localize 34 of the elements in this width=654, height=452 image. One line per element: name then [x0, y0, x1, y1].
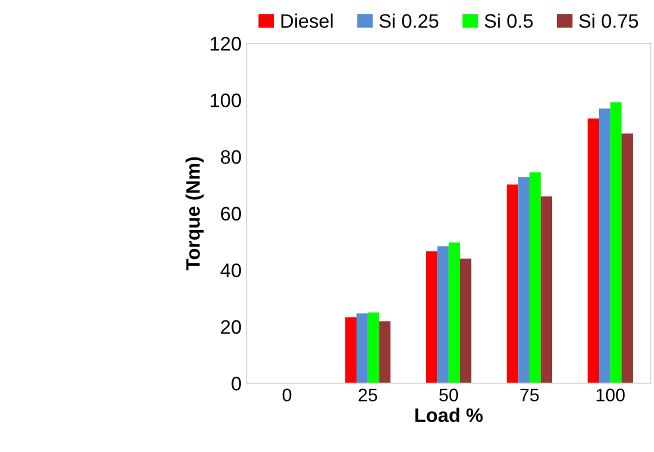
- x-tick-label: 100: [596, 388, 625, 402]
- bar: [356, 313, 368, 384]
- y-tick-label: 20: [221, 320, 241, 334]
- bar: [506, 184, 518, 384]
- y-tick-label: 80: [220, 150, 241, 164]
- bar: [622, 133, 633, 384]
- bar: [588, 118, 599, 384]
- y-axis-title: Torque (Nm): [186, 157, 204, 270]
- x-tick-label: 75: [520, 388, 539, 402]
- bar: [529, 172, 541, 384]
- y-tick-label: 0: [232, 376, 241, 391]
- x-tick-label: 50: [439, 388, 458, 402]
- x-axis-title: Load %: [415, 408, 483, 422]
- bar: [368, 312, 380, 384]
- bar: [345, 317, 356, 384]
- legend-label: Si 0.25: [379, 14, 438, 28]
- x-tick-label: 25: [358, 388, 378, 402]
- bar: [540, 196, 552, 384]
- bar: [448, 242, 460, 384]
- y-tick-label: 120: [210, 36, 241, 51]
- legend-label: Si 0.75: [579, 14, 638, 28]
- bar: [379, 321, 390, 384]
- bar: [598, 108, 610, 384]
- y-tick-label: 100: [210, 94, 241, 108]
- bar: [437, 246, 449, 384]
- bar: [460, 258, 472, 384]
- legend-label: Si 0.5: [484, 14, 533, 28]
- x-tick-label: 0: [282, 388, 292, 402]
- bar: [518, 177, 530, 384]
- legend-label: Diesel: [281, 14, 333, 28]
- bar: [610, 102, 622, 384]
- y-tick-label: 60: [221, 206, 241, 221]
- y-tick-label: 40: [220, 263, 241, 278]
- bar: [426, 251, 438, 384]
